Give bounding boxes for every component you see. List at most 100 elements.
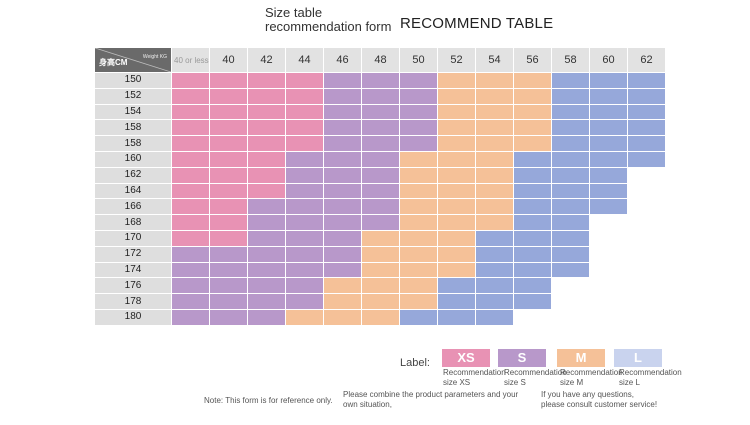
size-cell-m [476, 151, 513, 168]
size-cell-l [552, 73, 589, 89]
size-cell-xs [286, 104, 323, 121]
size-cell-l [628, 104, 665, 121]
size-cell-s [400, 88, 437, 105]
table-row: 166 [95, 199, 665, 216]
size-cell-l [590, 183, 627, 200]
height-cell: 178 [95, 294, 171, 310]
height-cell: 166 [95, 199, 171, 216]
size-cell-l [590, 104, 627, 121]
table-body: 150 152 154 158 158 160 162 164 166 168 170 172 174 1… [95, 73, 665, 326]
note-service-line2: please consult customer service! [541, 400, 658, 409]
weight-header-cell: 42 [248, 48, 285, 73]
size-cell-xs [210, 167, 247, 184]
size-cell-s [286, 151, 323, 168]
size-cell-xs [286, 73, 323, 89]
size-cell-m [438, 246, 475, 263]
size-cell-m [400, 294, 437, 310]
size-cell-s [248, 278, 285, 295]
size-cell-m [476, 104, 513, 121]
size-cell-xs [172, 230, 209, 247]
size-cell-l [590, 167, 627, 184]
table-row: 158 [95, 136, 665, 152]
size-cell-xs [172, 120, 209, 137]
size-cell-xs [248, 73, 285, 89]
size-cell-s [324, 230, 361, 247]
table-row: 162 [95, 167, 665, 184]
empty-cell [590, 215, 627, 231]
page-title: RECOMMEND TABLE [400, 15, 554, 32]
table-row: 152 [95, 88, 665, 105]
size-cell-xs [172, 151, 209, 168]
size-cell-m [438, 88, 475, 105]
size-cell-l [552, 88, 589, 105]
size-cell-s [324, 199, 361, 216]
size-cell-m [514, 73, 551, 89]
height-cell: 174 [95, 262, 171, 279]
note-reference-only: Note: This form is for reference only. [204, 396, 333, 405]
size-cell-l [476, 309, 513, 326]
size-cell-xs [210, 120, 247, 137]
size-cell-l [628, 120, 665, 137]
table-row: 180 [95, 309, 665, 326]
size-cell-l [552, 120, 589, 137]
size-cell-m [438, 136, 475, 152]
size-cell-s [172, 246, 209, 263]
height-cell: 176 [95, 278, 171, 295]
size-cell-xs [210, 199, 247, 216]
size-cell-xs [172, 183, 209, 200]
size-cell-l [552, 262, 589, 279]
table-row: 176 [95, 278, 665, 295]
empty-cell [590, 278, 627, 295]
size-cell-m [476, 73, 513, 89]
size-cell-m [400, 183, 437, 200]
legend-label: Label: [400, 357, 430, 369]
size-cell-l [628, 136, 665, 152]
weight-header-cell: 52 [438, 48, 475, 73]
size-cell-m [400, 262, 437, 279]
size-cell-l [590, 88, 627, 105]
size-cell-s [362, 167, 399, 184]
height-cell: 162 [95, 167, 171, 184]
size-cell-m [400, 215, 437, 231]
weight-header-cell: 44 [286, 48, 323, 73]
weight-header-cell: 62 [628, 48, 665, 73]
size-cell-xs [248, 136, 285, 152]
size-cell-s [248, 199, 285, 216]
size-cell-xs [248, 167, 285, 184]
size-cell-s [324, 246, 361, 263]
table-row: 172 [95, 246, 665, 263]
size-cell-m [400, 246, 437, 263]
legend-desc-m-line2: size M [560, 378, 584, 387]
empty-cell [628, 263, 665, 279]
size-cell-m [400, 230, 437, 247]
size-cell-m [438, 199, 475, 216]
size-cell-m [362, 278, 399, 295]
table-row: 154 [95, 104, 665, 121]
size-cell-m [324, 294, 361, 310]
size-cell-l [514, 151, 551, 168]
empty-cell [628, 215, 665, 231]
size-cell-s [362, 215, 399, 231]
legend-desc-s-line2: size S [504, 378, 526, 387]
size-cell-s [172, 309, 209, 326]
size-cell-s [248, 309, 285, 326]
legend-desc-s: Recommendation size S [504, 368, 566, 388]
size-cell-s [324, 104, 361, 121]
size-cell-xs [248, 120, 285, 137]
weight-header-cell: 46 [324, 48, 361, 73]
size-cell-m [514, 88, 551, 105]
size-cell-s [362, 136, 399, 152]
size-cell-l [514, 278, 551, 295]
size-cell-s [362, 183, 399, 200]
size-cell-s [172, 294, 209, 310]
size-cell-xs [248, 104, 285, 121]
size-cell-s [362, 104, 399, 121]
weight-header-cell: 60 [590, 48, 627, 73]
weight-header-cell: 54 [476, 48, 513, 73]
table-row: 170 [95, 230, 665, 247]
size-cell-s [248, 294, 285, 310]
size-cell-l [514, 262, 551, 279]
size-cell-xs [286, 136, 323, 152]
size-cell-xs [172, 199, 209, 216]
size-cell-l [514, 215, 551, 231]
